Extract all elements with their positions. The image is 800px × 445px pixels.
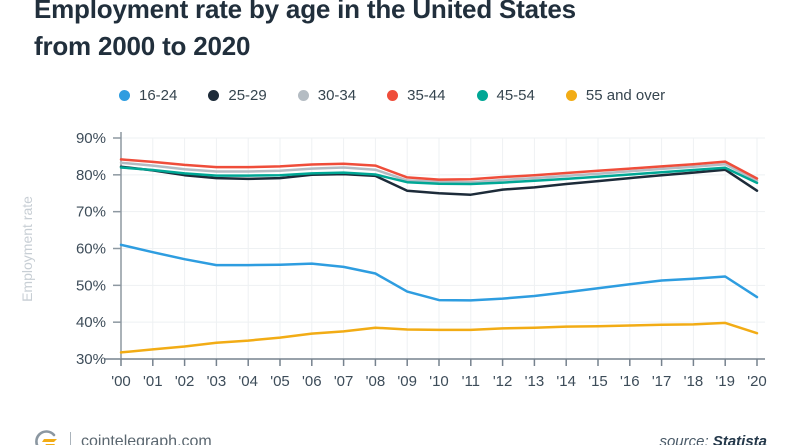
series-line-30-34 xyxy=(119,161,759,184)
footer-site-text: cointelegraph.com xyxy=(81,432,212,445)
x-tick-label: '09 xyxy=(397,373,417,390)
series-line-16-24 xyxy=(119,243,759,302)
legend-item-55-and-over: 55 and over xyxy=(565,87,666,104)
y-tick-label: 60% xyxy=(76,241,106,258)
x-tick-label: '00 xyxy=(111,373,131,390)
footer-source: source: Statista xyxy=(659,433,767,445)
legend-label: 35-44 xyxy=(407,87,446,104)
legend-label: 55 and over xyxy=(585,87,666,104)
legend-item-16-24: 16-24 xyxy=(119,87,177,104)
x-tick-label: '01 xyxy=(143,373,163,390)
legend-dot-icon xyxy=(208,90,220,101)
x-tick-label: '10 xyxy=(429,373,449,390)
x-tick-label: '03 xyxy=(207,373,227,390)
source-label: source: xyxy=(659,433,709,445)
footer-branding: cointelegraph.com xyxy=(33,428,212,445)
x-tick-label: '14 xyxy=(556,373,576,390)
y-tick-label: 30% xyxy=(76,351,106,368)
x-tick-label: '04 xyxy=(238,373,258,390)
series-lines xyxy=(119,158,759,354)
legend-item-45-54: 45-54 xyxy=(476,87,535,104)
chart-title: Employment rate by age in the United Sta… xyxy=(34,0,734,65)
x-tick-label: '20 xyxy=(747,373,767,390)
y-tick-label: 50% xyxy=(76,277,106,294)
y-tick-label: 80% xyxy=(76,167,106,184)
legend-dot-icon xyxy=(297,90,309,101)
legend-label: 45-54 xyxy=(496,87,535,104)
footer-divider xyxy=(70,431,71,445)
x-tick-label: '15 xyxy=(588,373,608,390)
series-line-55-and-over xyxy=(119,321,759,354)
chart-title-line1: Employment rate by age in the United Sta… xyxy=(34,0,576,24)
series-line-25-29 xyxy=(119,165,759,196)
legend-dot-icon xyxy=(565,90,577,101)
legend-dot-icon xyxy=(387,90,399,101)
chart-title-line2: from 2000 to 2020 xyxy=(34,31,251,61)
x-tick-label: '02 xyxy=(175,373,195,390)
x-tick-label: '06 xyxy=(302,373,322,390)
legend-item-35-44: 35-44 xyxy=(387,87,446,104)
legend-item-30-34: 30-34 xyxy=(297,87,357,104)
legend-dot-icon xyxy=(119,90,130,101)
x-tick-label: '19 xyxy=(715,373,735,390)
gridlines xyxy=(121,137,765,359)
source-value: Statista xyxy=(712,433,767,445)
x-tick-label: '18 xyxy=(684,373,704,390)
x-tick-label: '08 xyxy=(366,373,386,390)
x-tick-label: '17 xyxy=(652,373,672,390)
x-tick-label: '05 xyxy=(270,373,290,390)
x-tick-label: '16 xyxy=(620,373,640,390)
y-axis-title: Employment rate xyxy=(19,196,35,302)
y-tick-label: 90% xyxy=(76,130,106,147)
y-tick-label: 40% xyxy=(76,314,106,331)
legend-item-25-29: 25-29 xyxy=(208,87,267,104)
chart-legend: 16-24 25-29 30-34 35-44 45-54 55 and over xyxy=(119,87,665,104)
cointelegraph-logo-icon xyxy=(35,430,57,445)
series-line-45-54 xyxy=(119,166,759,186)
x-tick-label: '12 xyxy=(493,373,513,390)
y-tick-label: 70% xyxy=(76,204,106,221)
legend-label: 30-34 xyxy=(317,87,357,104)
series-line-35-44 xyxy=(119,158,759,181)
legend-dot-icon xyxy=(476,90,488,101)
x-tick-label: '07 xyxy=(334,373,354,390)
x-tick-label: '11 xyxy=(462,373,480,390)
legend-label: 16-24 xyxy=(139,87,178,104)
tick-labels: 90% 80% 70% 60% 50% 40% 30% '00 '01 '02 '03 '04 '05 '… xyxy=(19,130,767,390)
x-tick-label: '13 xyxy=(525,373,545,390)
footer: cointelegraph.com source: Statista xyxy=(0,424,800,445)
legend-label: 25-29 xyxy=(228,87,267,104)
